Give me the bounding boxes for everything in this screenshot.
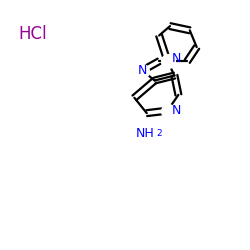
Text: N: N [172, 52, 181, 65]
Text: HCl: HCl [19, 24, 47, 42]
Text: NH: NH [136, 127, 155, 140]
Text: N: N [138, 64, 147, 77]
Text: 2: 2 [157, 129, 162, 138]
Text: N: N [172, 104, 181, 117]
